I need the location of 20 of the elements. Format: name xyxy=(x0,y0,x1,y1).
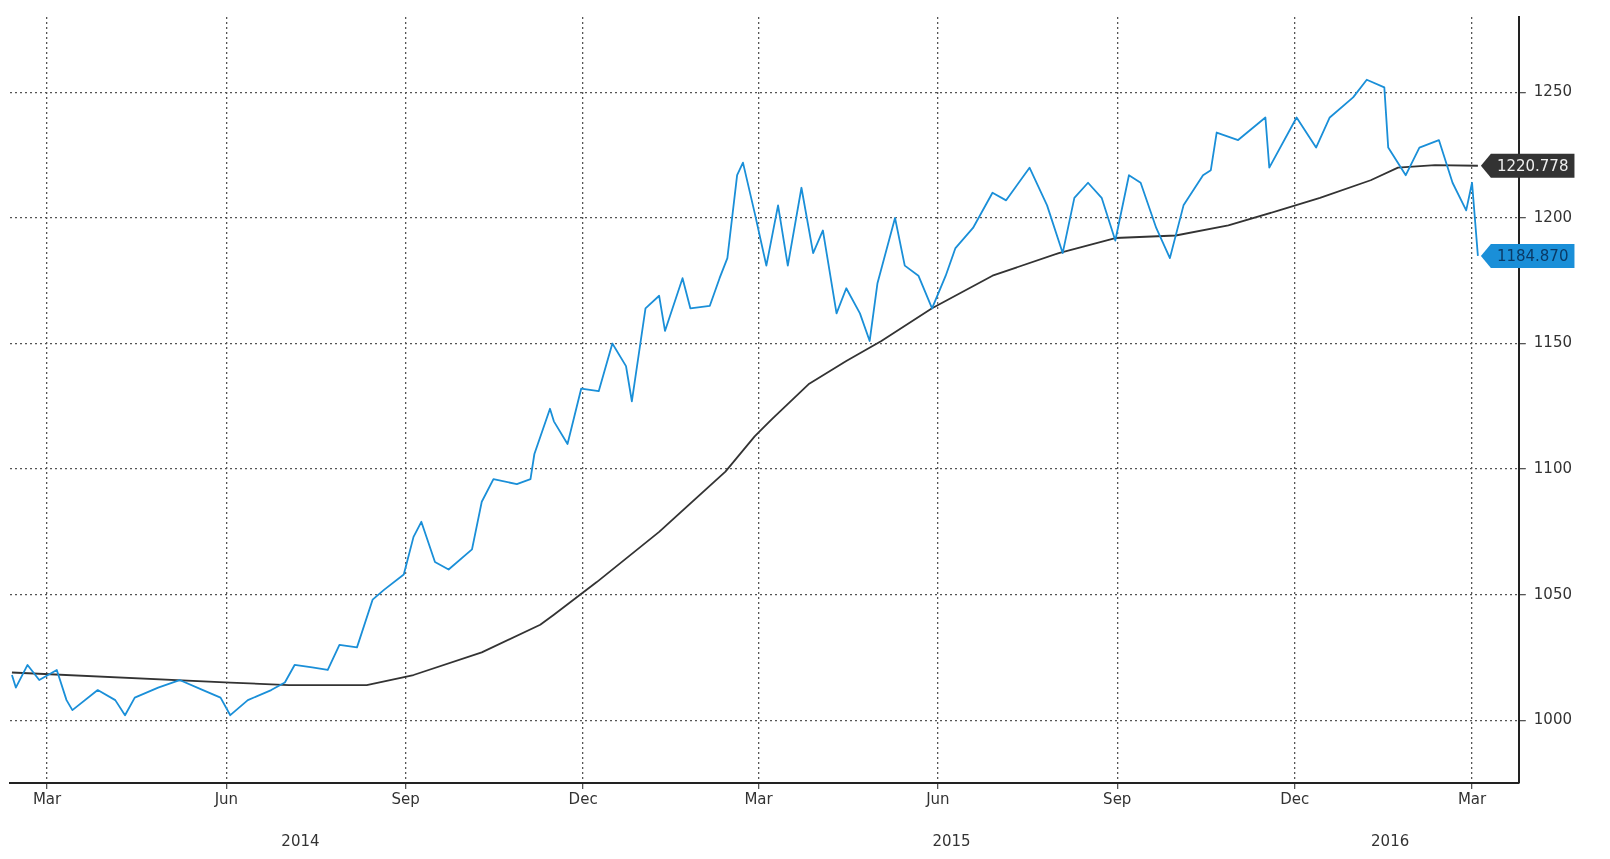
x-tick-label: Mar xyxy=(1457,789,1488,808)
x-tick-label: Mar xyxy=(32,789,63,808)
x2-tick-label: 2014 xyxy=(281,831,320,850)
y-tick-label: 1250 xyxy=(1533,82,1573,101)
x-tick-label: Mar xyxy=(744,789,774,808)
x2-tick-label: 2016 xyxy=(1371,831,1410,850)
x-tick-label: Jun xyxy=(213,789,239,808)
y-tick-label: 1200 xyxy=(1533,207,1573,226)
x2-tick-label: 2015 xyxy=(932,831,971,850)
data-label: 1220.778 xyxy=(1496,156,1569,175)
y-tick-label: 1050 xyxy=(1533,584,1573,603)
x-tick-label: Sep xyxy=(391,789,420,808)
x-tick-label: Dec xyxy=(1280,789,1310,808)
y-tick-label: 1100 xyxy=(1533,458,1573,477)
y-tick-label: 1150 xyxy=(1533,333,1573,352)
data-label: 1184.870 xyxy=(1496,246,1569,265)
x-tick-label: Sep xyxy=(1103,789,1132,808)
y-tick-label: 1000 xyxy=(1533,710,1573,729)
x-tick-label: Jun xyxy=(925,789,950,808)
x-tick-label: Dec xyxy=(568,789,598,808)
